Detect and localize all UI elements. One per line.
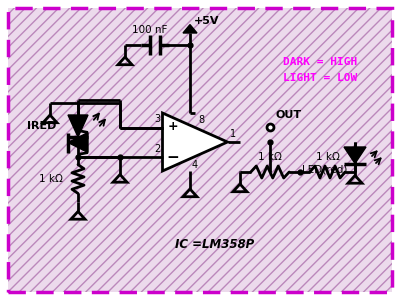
- Text: 1 kΩ: 1 kΩ: [39, 174, 63, 184]
- Text: IC =LM358P: IC =LM358P: [175, 238, 255, 251]
- Text: DARK = HIGH: DARK = HIGH: [283, 57, 357, 67]
- Text: 1 kΩ: 1 kΩ: [316, 152, 340, 162]
- Text: LED(red): LED(red): [302, 164, 347, 175]
- Polygon shape: [68, 115, 88, 137]
- Text: IRED: IRED: [27, 121, 56, 131]
- Polygon shape: [162, 113, 228, 171]
- Text: 100 nF: 100 nF: [132, 25, 168, 35]
- Text: +: +: [167, 120, 178, 133]
- Polygon shape: [344, 147, 366, 164]
- Text: 3: 3: [154, 115, 160, 124]
- Text: 2: 2: [154, 143, 160, 154]
- Text: +5V: +5V: [194, 16, 220, 26]
- Text: 1: 1: [230, 129, 236, 139]
- Text: 1 kΩ: 1 kΩ: [258, 152, 282, 162]
- Text: 8: 8: [198, 115, 204, 125]
- Text: 4: 4: [192, 160, 198, 170]
- Text: OUT: OUT: [275, 110, 301, 120]
- Text: LIGHT = LOW: LIGHT = LOW: [283, 73, 357, 83]
- Polygon shape: [183, 25, 197, 33]
- Text: −: −: [166, 150, 179, 165]
- Polygon shape: [68, 133, 88, 152]
